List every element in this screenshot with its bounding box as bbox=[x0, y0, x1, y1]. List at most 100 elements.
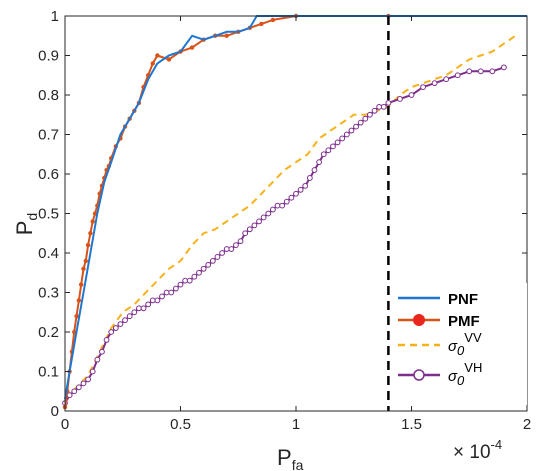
data-point-σ0VH bbox=[209, 258, 216, 264]
data-point-PMF bbox=[259, 21, 264, 27]
legend-label-PMF: PMF bbox=[448, 313, 480, 330]
data-point-σ0VH bbox=[293, 190, 299, 197]
data-point-σ0VH bbox=[380, 103, 387, 110]
x-tick-label: 0.5 bbox=[170, 416, 191, 433]
data-point-σ0VH bbox=[149, 297, 156, 304]
data-point-PMF bbox=[88, 231, 93, 236]
x-tick-label: 2 bbox=[523, 416, 531, 433]
data-point-PMF bbox=[81, 266, 86, 271]
y-axis-label-main: P bbox=[12, 221, 37, 236]
data-point-σ0VH bbox=[117, 321, 124, 328]
data-point-PMF bbox=[270, 17, 276, 23]
data-point-PMF bbox=[155, 53, 160, 58]
data-point-PMF bbox=[189, 45, 195, 50]
data-point-σ0VH bbox=[420, 84, 426, 90]
data-point-σ0VH bbox=[357, 119, 364, 126]
data-point-σ0VH bbox=[131, 309, 138, 316]
data-point-PMF bbox=[166, 57, 172, 62]
data-point-σ0VH bbox=[85, 376, 91, 383]
data-point-σ0VH bbox=[71, 388, 78, 395]
x-axis-label-main: P bbox=[277, 445, 292, 470]
data-point-σ0VH bbox=[362, 115, 369, 122]
data-point-σ0VH bbox=[75, 384, 82, 391]
data-point-σ0VH bbox=[89, 368, 96, 375]
x-axis-label-sub: fa bbox=[292, 457, 304, 471]
data-point-σ0VH bbox=[256, 218, 262, 225]
data-point-PMF bbox=[150, 61, 155, 66]
x-tick-label: 1 bbox=[292, 416, 300, 433]
data-point-σ0VH bbox=[145, 301, 152, 308]
data-point-σ0VH bbox=[353, 123, 359, 130]
data-point-PMF bbox=[78, 282, 84, 287]
data-point-σ0VH bbox=[108, 329, 115, 335]
data-point-σ0VH bbox=[260, 214, 267, 221]
legend-label-PNF: PNF bbox=[448, 291, 478, 308]
y-axis-label-sub: d bbox=[24, 213, 40, 221]
data-point-σ0VH bbox=[431, 80, 438, 87]
data-point-σ0VH bbox=[306, 175, 313, 181]
data-point-σ0VH bbox=[270, 206, 276, 213]
data-point-σ0VH bbox=[376, 103, 383, 110]
data-point-σ0VH bbox=[265, 210, 272, 217]
y-tick-label: 0.3 bbox=[38, 285, 59, 302]
x-axis-label: Pfa bbox=[277, 445, 304, 471]
data-point-σ0VH bbox=[408, 92, 415, 98]
y-tick-label: 0.2 bbox=[38, 324, 59, 341]
data-point-PMF bbox=[83, 258, 88, 264]
data-point-σ0VH bbox=[205, 261, 212, 268]
y-tick-label: 0.1 bbox=[38, 364, 59, 381]
legend-label-σ0VH: σ0VH bbox=[448, 360, 482, 388]
data-point-σ0VH bbox=[330, 143, 336, 150]
x-multiplier: × 10-4 bbox=[453, 437, 502, 463]
y-tick-label: 0.8 bbox=[38, 87, 59, 104]
data-point-σ0VH bbox=[385, 100, 392, 106]
data-point-σ0VH bbox=[477, 68, 484, 75]
data-point-PMF bbox=[224, 33, 229, 38]
data-point-σ0VH bbox=[251, 222, 258, 229]
data-point-σ0VH bbox=[454, 72, 461, 79]
data-point-PMF bbox=[90, 219, 95, 224]
data-point-σ0VH bbox=[182, 277, 189, 284]
data-point-σ0VH bbox=[112, 325, 119, 331]
data-point-σ0VH bbox=[316, 159, 323, 166]
data-point-σ0VH bbox=[200, 265, 207, 272]
data-point-σ0VH bbox=[168, 289, 175, 296]
data-point-σ0VH bbox=[191, 273, 198, 280]
data-point-σ0VH bbox=[325, 147, 332, 154]
legend-marker-PMF bbox=[413, 314, 425, 326]
data-point-σ0VH bbox=[219, 250, 225, 256]
x-multiplier-exponent: -4 bbox=[491, 437, 503, 452]
y-tick-label: 0.5 bbox=[38, 206, 59, 223]
y-tick-label: 0.6 bbox=[38, 166, 59, 183]
data-point-σ0VH bbox=[233, 242, 239, 249]
data-point-σ0VH bbox=[237, 238, 244, 245]
data-point-σ0VH bbox=[489, 68, 496, 75]
data-point-σ0VH bbox=[288, 194, 295, 201]
data-point-σ0VH bbox=[103, 337, 110, 343]
legend-marker-σ0VH bbox=[413, 369, 425, 381]
data-point-σ0VH bbox=[246, 226, 253, 233]
x-tick-label: 0 bbox=[61, 416, 69, 433]
data-point-σ0VH bbox=[172, 285, 179, 292]
data-point-σ0VH bbox=[311, 167, 318, 173]
data-point-PMF bbox=[76, 298, 82, 303]
data-point-σ0VH bbox=[367, 111, 373, 118]
axis-ticks: 0 0.5 1 1.5 2 0 0.1 0.2 0.3 0.4 0.5 0.6 0.7 0.8 0.9 1 bbox=[38, 8, 531, 433]
data-point-σ0VH bbox=[223, 246, 230, 252]
x-multiplier-base: × 10 bbox=[453, 442, 491, 463]
data-point-σ0VH bbox=[196, 269, 202, 276]
legend-label-σ0VV: σ0VV bbox=[448, 330, 482, 358]
data-point-σ0VH bbox=[320, 151, 327, 158]
y-tick-label: 0.4 bbox=[38, 245, 59, 262]
data-point-σ0VH bbox=[99, 348, 105, 355]
data-point-σ0VH bbox=[302, 182, 309, 189]
data-point-σ0VH bbox=[501, 64, 507, 71]
data-point-σ0VH bbox=[242, 230, 249, 237]
data-point-σ0VH bbox=[397, 96, 403, 102]
data-point-σ0VH bbox=[228, 246, 235, 252]
y-tick-label: 0.7 bbox=[38, 127, 59, 144]
data-point-σ0VH bbox=[140, 305, 147, 312]
data-point-σ0VH bbox=[334, 139, 341, 146]
data-point-σ0VH bbox=[154, 297, 161, 304]
